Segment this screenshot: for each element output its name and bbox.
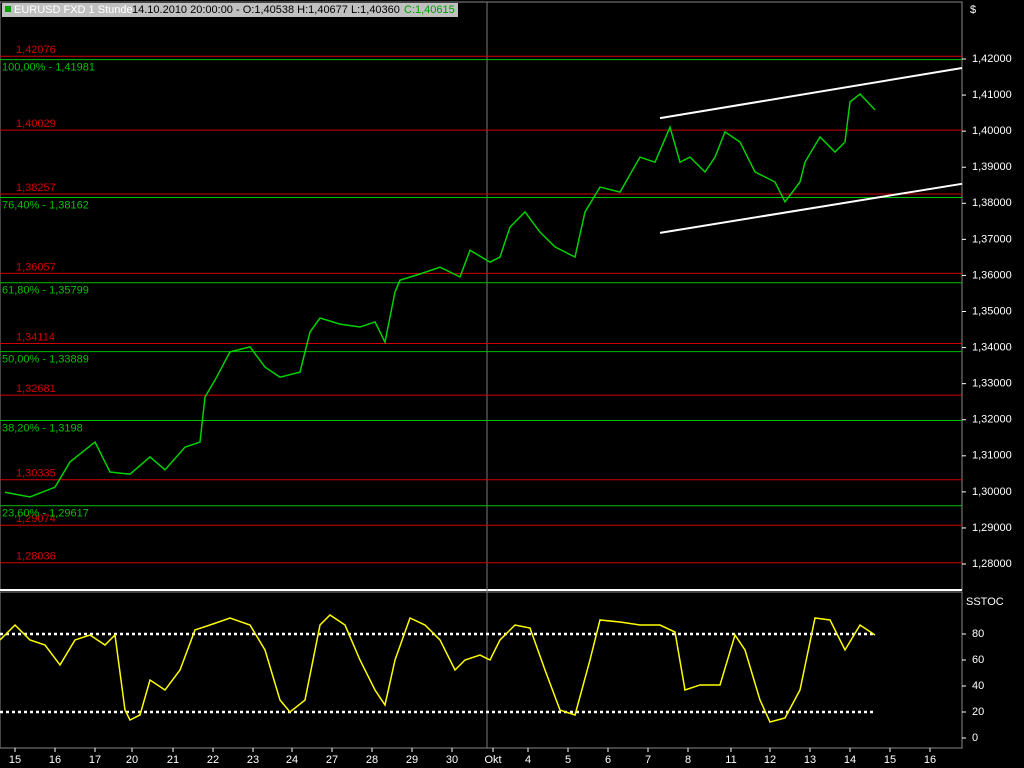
x-tick-label: 22	[207, 754, 219, 766]
symbol: EURUSD FXD 1 Stunde	[14, 4, 133, 16]
y-tick-label: 1,29000	[972, 522, 1012, 534]
x-tick-label: 8	[685, 754, 691, 766]
y-tick-label: 1,41000	[972, 89, 1012, 101]
x-tick-label: Okt	[484, 754, 501, 766]
header-icon	[5, 6, 11, 12]
level-label: 50,00% - 1,33889	[2, 353, 89, 365]
y-tick-label: 1,30000	[972, 486, 1012, 498]
level-label: 1,29074	[16, 513, 56, 525]
level-label: 1,42076	[16, 44, 56, 56]
x-tick-label: 13	[804, 754, 816, 766]
x-tick-label: 20	[126, 754, 138, 766]
y-tick-label: 1,40000	[972, 125, 1012, 137]
indicator-y-tick-label: 0	[972, 732, 978, 744]
x-tick-label: 28	[366, 754, 378, 766]
x-tick-label: 21	[167, 754, 179, 766]
x-tick-label: 24	[286, 754, 298, 766]
x-tick-label: 27	[326, 754, 338, 766]
y-tick-label: 1,42000	[972, 53, 1012, 65]
indicator-name: SSTOC	[966, 596, 1004, 608]
level-label: 1,36057	[16, 261, 56, 273]
level-label: 76,40% - 1,38162	[2, 199, 89, 211]
x-tick-label: 15	[9, 754, 21, 766]
price-line	[4, 92, 876, 498]
x-tick-label: 4	[525, 754, 531, 766]
level-label: 61,80% - 1,35799	[2, 285, 89, 297]
currency: $	[970, 4, 976, 16]
indicator-panel-frame	[0, 591, 963, 749]
y-tick-label: 1,34000	[972, 341, 1012, 353]
indicator-line	[0, 614, 876, 723]
y-tick-label: 1,31000	[972, 450, 1012, 462]
trendline	[659, 182, 963, 234]
x-tick-label: 7	[645, 754, 651, 766]
x-tick-label: 16	[924, 754, 936, 766]
indicator-y-tick-label: 80	[972, 628, 984, 640]
indicator-y-tick-label: 20	[972, 706, 984, 718]
header-box	[2, 3, 458, 17]
x-tick-label: 14	[844, 754, 856, 766]
x-tick-label: 29	[406, 754, 418, 766]
ohlc: - O:1,40538 H:1,40677 L:1,40360	[236, 4, 400, 16]
datetime: 14.10.2010 20:00:00	[132, 4, 233, 16]
level-label: 23,60% - 1,29617	[2, 508, 89, 520]
close: C:1,40615	[404, 4, 455, 16]
level-label: 38,20% - 1,3198	[2, 422, 83, 434]
y-tick-label: 1,33000	[972, 378, 1012, 390]
x-tick-label: 17	[89, 754, 101, 766]
y-tick-label: 1,36000	[972, 269, 1012, 281]
x-tick-label: 16	[49, 754, 61, 766]
y-tick-label: 1,39000	[972, 161, 1012, 173]
x-tick-label: 11	[725, 754, 736, 766]
x-tick-label: 15	[884, 754, 896, 766]
level-label: 1,30335	[16, 468, 56, 480]
y-tick-label: 1,37000	[972, 233, 1012, 245]
x-tick-label: 5	[565, 754, 571, 766]
level-label: 1,34114	[16, 331, 55, 343]
level-label: 1,28036	[16, 551, 56, 563]
level-label: 1,40029	[16, 118, 56, 130]
y-tick-label: 1,38000	[972, 197, 1012, 209]
x-tick-label: 23	[247, 754, 259, 766]
y-tick-label: 1,28000	[972, 558, 1012, 570]
trendline	[659, 67, 963, 120]
x-tick-label: 6	[605, 754, 611, 766]
level-label: 100,00% - 1,41981	[2, 62, 95, 74]
level-label: 1,38257	[16, 182, 56, 194]
x-tick-label: 30	[446, 754, 458, 766]
x-tick-label: 12	[764, 754, 776, 766]
level-label: 1,32681	[16, 383, 56, 395]
y-tick-label: 1,35000	[972, 305, 1012, 317]
indicator-y-tick-label: 60	[972, 654, 984, 666]
y-tick-label: 1,32000	[972, 414, 1012, 426]
indicator-y-tick-label: 40	[972, 680, 984, 692]
